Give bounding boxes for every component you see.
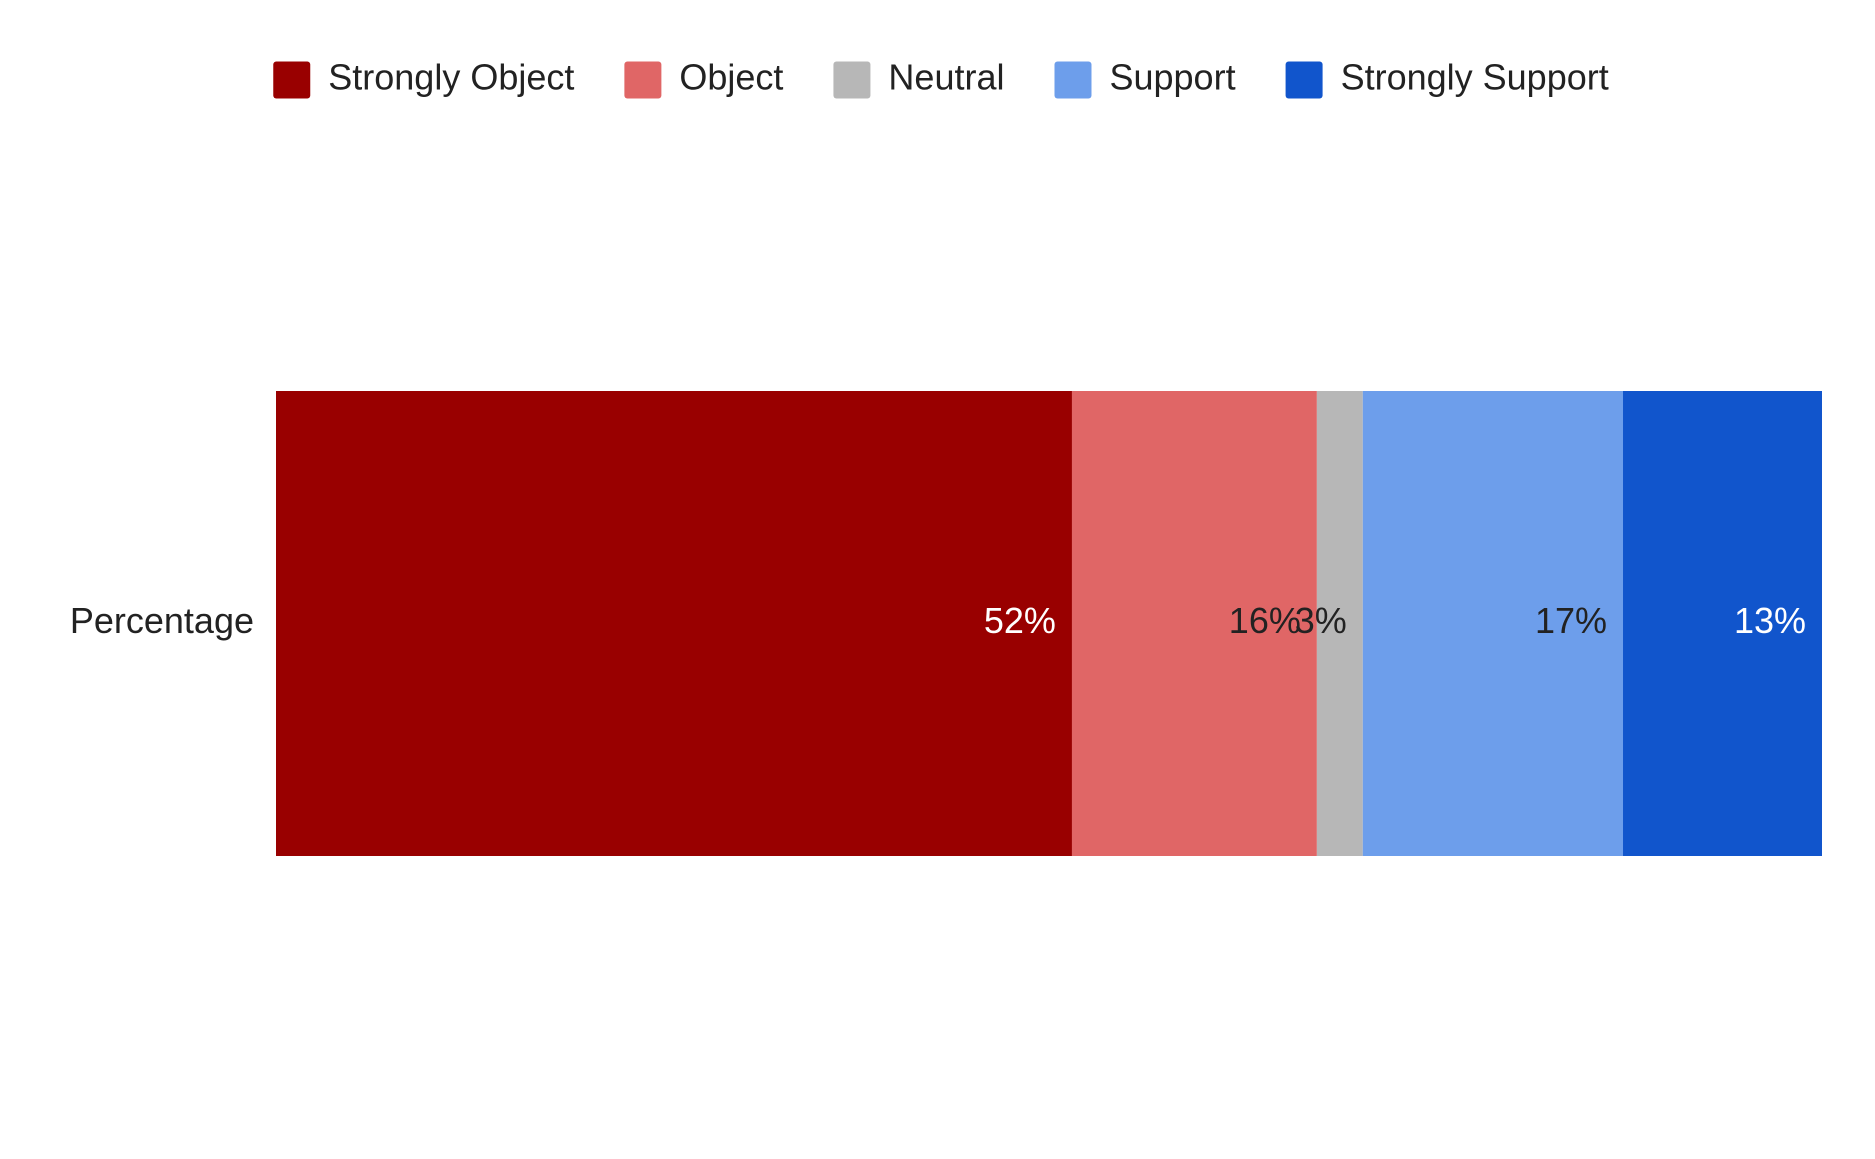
value-label: 16% [1229, 600, 1301, 641]
value-label: 13% [1734, 600, 1806, 641]
legend-swatch [833, 61, 871, 99]
bar-segment [1316, 391, 1363, 856]
legend-label: Support [1109, 57, 1235, 98]
value-label: 52% [984, 600, 1056, 641]
legend-label: Strongly Object [328, 57, 574, 98]
legend-swatch [1285, 61, 1323, 99]
y-tick-label: Percentage [70, 600, 254, 641]
legend-label: Strongly Support [1341, 57, 1609, 98]
legend-swatch [273, 61, 311, 99]
legend-label: Object [679, 57, 783, 98]
bar-segment [1623, 391, 1822, 856]
legend-swatch [624, 61, 662, 99]
legend-swatch [1054, 61, 1092, 99]
bar-segment [276, 391, 1072, 856]
legend-label: Neutral [888, 57, 1004, 98]
value-label: 17% [1535, 600, 1607, 641]
bar-segment [1071, 391, 1317, 856]
value-label: 3% [1295, 600, 1347, 641]
bar-segment [1362, 391, 1624, 856]
